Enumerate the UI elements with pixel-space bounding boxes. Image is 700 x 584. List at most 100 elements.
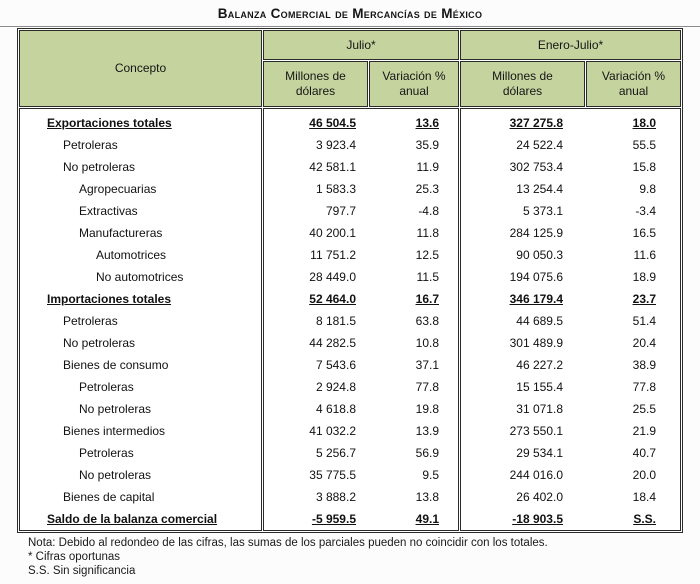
variacion-value: 18.4 bbox=[632, 490, 656, 504]
row-label: No petroleras bbox=[79, 468, 152, 482]
variacion-value: 55.5 bbox=[632, 138, 656, 152]
value-row: 3 888.2 13.8 bbox=[264, 486, 458, 508]
variacion-value: 20.4 bbox=[632, 336, 656, 350]
value-row: 42 581.1 11.9 bbox=[264, 156, 458, 178]
variacion-value: 25.3 bbox=[415, 182, 439, 196]
variacion-value: 13.6 bbox=[415, 116, 439, 130]
variacion-value: 18.0 bbox=[632, 116, 656, 130]
page-title: Balanza Comercial de Mercancías de Méxic… bbox=[217, 6, 483, 21]
value-row: 346 179.4 23.7 bbox=[461, 288, 680, 310]
millones-value: 46 504.5 bbox=[309, 116, 356, 130]
variacion-value: 49.1 bbox=[415, 512, 439, 526]
value-row: 5 256.7 56.9 bbox=[264, 442, 458, 464]
value-row: 40 200.1 11.8 bbox=[264, 222, 458, 244]
millones-value: 35 775.5 bbox=[309, 468, 356, 482]
enero-body-cell: 327 275.8 18.0 24 522.4 55.5 302 753.4 15.8 13… bbox=[460, 108, 681, 531]
variacion-value: 10.8 bbox=[415, 336, 439, 350]
value-row: 29 534.1 40.7 bbox=[461, 442, 680, 464]
row-label: Petroleras bbox=[63, 314, 118, 328]
millones-value: 31 071.8 bbox=[516, 402, 563, 416]
title-divider bbox=[0, 26, 700, 27]
row-label: No petroleras bbox=[79, 402, 152, 416]
value-row: 41 032.2 13.9 bbox=[264, 420, 458, 442]
julio-variacion-subheader: Variación % anual bbox=[369, 61, 459, 107]
julio-body-cell: 46 504.5 13.6 3 923.4 35.9 42 581.1 11.9 1 583… bbox=[263, 108, 459, 531]
value-row: 194 075.6 18.9 bbox=[461, 266, 680, 288]
millones-value: 13 254.4 bbox=[516, 182, 563, 196]
row-label: No automotrices bbox=[96, 270, 184, 284]
millones-value: 3 923.4 bbox=[315, 138, 356, 152]
variacion-value: 23.7 bbox=[632, 292, 656, 306]
millones-value: 4 618.8 bbox=[315, 402, 356, 416]
millones-value: 346 179.4 bbox=[509, 292, 563, 306]
variacion-value: 77.8 bbox=[632, 380, 656, 394]
value-row: 31 071.8 25.5 bbox=[461, 398, 680, 420]
value-row: 13 254.4 9.8 bbox=[461, 178, 680, 200]
row-label: Petroleras bbox=[79, 446, 134, 460]
millones-value: 301 489.9 bbox=[509, 336, 563, 350]
millones-value: 3 888.2 bbox=[315, 490, 356, 504]
millones-value: 44 689.5 bbox=[516, 314, 563, 328]
trade-balance-table: Concepto Julio* Enero-Julio* Millones de… bbox=[17, 28, 683, 533]
value-row: 46 227.2 38.9 bbox=[461, 354, 680, 376]
millones-value: 11 751.2 bbox=[310, 248, 356, 262]
value-row: 284 125.9 16.5 bbox=[461, 222, 680, 244]
value-row: 11 751.2 12.5 bbox=[264, 244, 458, 266]
millones-value: 2 924.8 bbox=[315, 380, 356, 394]
note-ss-meaning: S.S. Sin significancia bbox=[28, 565, 136, 577]
millones-value: 194 075.6 bbox=[509, 270, 563, 284]
variacion-value: 11.6 bbox=[633, 248, 656, 262]
variacion-value: 16.5 bbox=[632, 226, 656, 240]
millones-value: 15 155.4 bbox=[516, 380, 563, 394]
variacion-value: 9.8 bbox=[639, 182, 656, 196]
millones-value: 90 050.3 bbox=[516, 248, 563, 262]
millones-value: 42 581.1 bbox=[309, 160, 356, 174]
value-row: 4 618.8 19.8 bbox=[264, 398, 458, 420]
value-row: 35 775.5 9.5 bbox=[264, 464, 458, 486]
row-label: Manufactureras bbox=[79, 226, 163, 240]
variacion-value: 11.8 bbox=[416, 226, 439, 240]
note-rounding: Nota: Debido al redondeo de las cifras, … bbox=[28, 537, 548, 549]
variacion-value: 12.5 bbox=[415, 248, 439, 262]
enero-millones-subheader: Millones de dólares bbox=[460, 61, 585, 107]
variacion-value: 37.1 bbox=[415, 358, 439, 372]
variacion-value: 21.9 bbox=[632, 424, 656, 438]
variacion-value: 11.5 bbox=[416, 270, 439, 284]
millones-value: 1 583.3 bbox=[315, 182, 356, 196]
value-row: 302 753.4 15.8 bbox=[461, 156, 680, 178]
row-label: Saldo de la balanza comercial bbox=[47, 512, 218, 526]
variacion-value: 16.7 bbox=[415, 292, 439, 306]
value-row: 44 689.5 51.4 bbox=[461, 310, 680, 332]
variacion-value: -3.4 bbox=[635, 204, 656, 218]
variacion-value: 9.5 bbox=[422, 468, 439, 482]
variacion-value: 11.9 bbox=[416, 160, 439, 174]
row-label: No petroleras bbox=[63, 336, 136, 350]
variacion-value: 20.0 bbox=[632, 468, 656, 482]
note-preliminary-figures: * Cifras oportunas bbox=[28, 551, 121, 563]
concepto-body-cell: Exportaciones totales Petroleras No petrol… bbox=[19, 108, 262, 531]
value-row: 28 449.0 11.5 bbox=[264, 266, 458, 288]
row-label: Bienes de capital bbox=[63, 490, 155, 504]
value-row: 273 550.1 21.9 bbox=[461, 420, 680, 442]
variacion-value: 63.8 bbox=[415, 314, 439, 328]
footnotes: Nota: Debido al redondeo de las cifras, … bbox=[28, 536, 688, 578]
concepto-header-cell: Concepto bbox=[19, 30, 262, 107]
millones-value: 327 275.8 bbox=[509, 116, 563, 130]
value-row: 26 402.0 18.4 bbox=[461, 486, 680, 508]
value-row: 301 489.9 20.4 bbox=[461, 332, 680, 354]
variacion-value: 15.8 bbox=[632, 160, 656, 174]
julio-group-header: Julio* bbox=[263, 30, 459, 60]
millones-value: 302 753.4 bbox=[509, 160, 563, 174]
row-label: Bienes intermedios bbox=[63, 424, 166, 438]
value-row: 46 504.5 13.6 bbox=[264, 112, 458, 134]
value-row: 244 016.0 20.0 bbox=[461, 464, 680, 486]
millones-value: 28 449.0 bbox=[309, 270, 356, 284]
millones-value: 46 227.2 bbox=[516, 358, 563, 372]
millones-value: 24 522.4 bbox=[516, 138, 563, 152]
millones-value: 44 282.5 bbox=[309, 336, 356, 350]
millones-value: 797.7 bbox=[325, 204, 356, 218]
millones-value: 273 550.1 bbox=[509, 424, 563, 438]
variacion-value: 51.4 bbox=[632, 314, 656, 328]
millones-value: 8 181.5 bbox=[315, 314, 356, 328]
variacion-value: 18.9 bbox=[632, 270, 656, 284]
